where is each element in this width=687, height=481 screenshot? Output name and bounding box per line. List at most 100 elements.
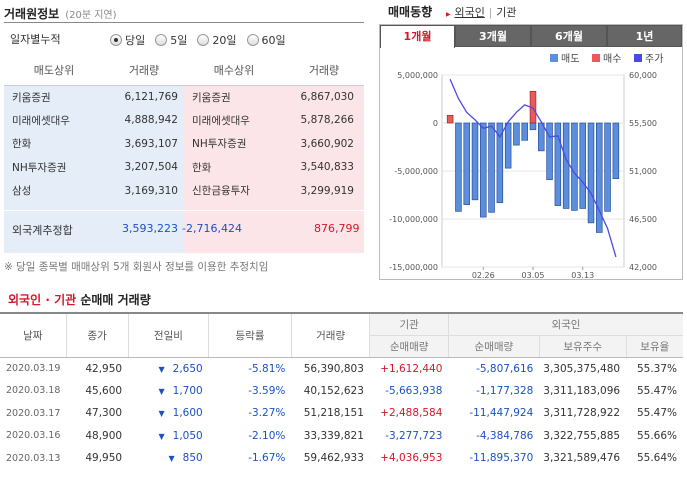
sell-bar — [596, 122, 603, 233]
sell-bar — [488, 122, 495, 213]
tab-6month[interactable]: 6개월 — [531, 25, 607, 47]
date-cell: 2020.03.19 — [6, 363, 61, 374]
arrow-down-icon: ▼ — [158, 386, 165, 396]
frgn-net-cell: -1,177,328 — [476, 384, 534, 397]
sell-broker-name[interactable]: 한화 — [12, 138, 32, 151]
sell-bar — [571, 122, 578, 211]
arrow-down-icon: ▼ — [158, 364, 165, 374]
close-cell: 48,900 — [85, 429, 123, 442]
sell-volume: 3,169,310 — [124, 184, 178, 197]
buy-broker-name[interactable]: 키움증권 — [192, 91, 231, 104]
sell-bar — [529, 122, 537, 131]
sell-broker-name[interactable]: NH투자증권 — [12, 161, 67, 174]
col-rate: 등락률 — [208, 313, 292, 358]
radio-icon — [197, 34, 210, 46]
sell-bar — [455, 122, 462, 212]
frgn-hold-cell: 3,321,589,476 — [543, 452, 621, 465]
frgn-ratio-cell: 55.64% — [636, 452, 677, 465]
rate-cell: -1.67% — [248, 452, 286, 465]
frgn-ratio-cell: 55.47% — [636, 384, 677, 397]
net-title-inst: 기관 — [54, 293, 77, 307]
sell-bar — [480, 122, 487, 218]
col-frgn-ratio: 보유율 — [626, 335, 683, 358]
change-value: 2,650 — [172, 362, 203, 375]
buy-volume: 3,299,919 — [300, 184, 354, 197]
radio-5day[interactable]: 5일 — [155, 32, 187, 48]
buy-volume: 3,540,833 — [300, 161, 354, 174]
radio-20day[interactable]: 20일 — [197, 32, 237, 48]
change-cell: ▼ 850 — [128, 447, 209, 470]
estimate-note: ※ 당일 종목별 매매상위 5개 회원사 정보를 이용한 추정치임 — [4, 261, 269, 273]
tab-3month[interactable]: 3개월 — [455, 25, 531, 47]
sell-bar — [521, 122, 528, 141]
col-group-foreign: 외국인 — [448, 313, 683, 336]
table-row: 키움증권 6,121,769 키움증권 6,867,030 — [4, 85, 364, 109]
change-value: 850 — [182, 452, 203, 465]
inst-net-cell: -3,277,723 — [385, 429, 443, 442]
sell-bar — [546, 122, 553, 180]
net-title-rest: 순매매 거래량 — [80, 293, 151, 307]
rate-cell: -3.59% — [248, 384, 286, 397]
radio-icon — [246, 34, 259, 46]
foreign-sum-label: 외국계추정합 — [12, 224, 73, 237]
buy-volume: 6,867,030 — [300, 91, 354, 103]
tab-1month[interactable]: 1개월 — [380, 25, 455, 48]
buy-bar — [446, 114, 454, 124]
foreign-bg — [4, 210, 364, 253]
rate-cell: -5.81% — [248, 362, 286, 375]
y-left-tick-label: -5,000,000 — [394, 167, 438, 176]
sell-bar — [538, 122, 545, 152]
trade-rank-panel: 매도상위 거래량 매수상위 거래량 키움증권 6,121,769 키움증권 6,867… — [4, 55, 364, 253]
arrow-down-icon: ▼ — [158, 409, 165, 419]
volume-cell: 33,339,821 — [303, 429, 364, 442]
y-right-tick-label: 51,000 — [629, 167, 657, 176]
rate-cell: -3.27% — [248, 407, 286, 420]
inst-net-cell: +4,036,953 — [380, 452, 443, 465]
buy-broker-name[interactable]: 한화 — [192, 161, 212, 174]
volume-cell: 56,390,803 — [303, 362, 364, 375]
change-value: 1,700 — [172, 384, 203, 397]
radio-today[interactable]: 당일 — [110, 32, 145, 48]
sell-bar — [513, 122, 520, 146]
sell-bar — [604, 122, 611, 212]
legend-label: 매도 — [561, 53, 579, 65]
link-institution[interactable]: 기관 — [496, 6, 517, 19]
link-foreign[interactable]: 외국인 — [454, 6, 485, 19]
table-row: 2020.03.19 42,950 ▼ 2,650 -5.81% 56,390,803 +1… — [0, 357, 683, 380]
date-cell: 2020.03.13 — [6, 452, 61, 464]
change-cell: ▼ 1,700 — [128, 380, 209, 403]
col-buy-vol: 거래량 — [284, 55, 364, 86]
sell-bar — [471, 122, 479, 201]
legend-label: 주가 — [645, 53, 663, 65]
y-right-tick-label: 60,000 — [629, 71, 657, 80]
sell-broker-name[interactable]: 삼성 — [12, 185, 32, 198]
trend-header: 매매동향 ▶ 외국인 | 기관 — [388, 3, 516, 20]
frgn-ratio-cell: 55.47% — [636, 407, 677, 420]
close-cell: 47,300 — [85, 407, 123, 420]
sell-broker-name[interactable]: 키움증권 — [12, 91, 51, 104]
y-left-tick-label: 0 — [433, 119, 438, 128]
frgn-net-cell: -4,384,786 — [476, 429, 534, 442]
table-header-row: 매도상위 거래량 매수상위 거래량 — [4, 55, 364, 86]
frgn-net-cell: -5,807,616 — [476, 362, 534, 375]
legend-swatch — [634, 54, 642, 62]
buy-broker-name[interactable]: NH투자증권 — [192, 138, 247, 151]
table-row: NH투자증권 3,207,504 한화 3,540,833 — [4, 156, 364, 180]
change-value: 1,050 — [172, 429, 203, 442]
sell-broker-name[interactable]: 미래에셋대우 — [12, 114, 70, 127]
table-row: 2020.03.13 49,950 ▼ 850 -1.67% 59,462,933 +4,0… — [0, 447, 683, 470]
buy-broker-name[interactable]: 미래에셋대우 — [192, 114, 250, 127]
sell-volume: 3,207,504 — [124, 161, 178, 174]
buy-broker-name[interactable]: 신한금융투자 — [192, 185, 250, 198]
radio-60day[interactable]: 60일 — [246, 32, 286, 48]
trend-chart: 매도 매수 주가 5,000,000 0 -5,000,000 -10,000,000 -15… — [389, 53, 663, 279]
sell-bar — [587, 122, 595, 224]
sell-bar — [554, 122, 562, 206]
net-trade-table: 날짜 종가 전일비 등락률 거래량 기관 외국인 순매매량 순매매량 보유주수 … — [0, 312, 683, 470]
net-trade-title: 외국인 · 기관 순매매 거래량 — [8, 291, 151, 308]
y-left-tick-label: -10,000,000 — [389, 215, 438, 224]
period-label: 일자별누적 — [10, 33, 61, 46]
col-group-inst: 기관 — [369, 313, 449, 336]
x-tick-label: 03.05 — [522, 271, 545, 279]
tab-1year[interactable]: 1년 — [607, 25, 682, 47]
